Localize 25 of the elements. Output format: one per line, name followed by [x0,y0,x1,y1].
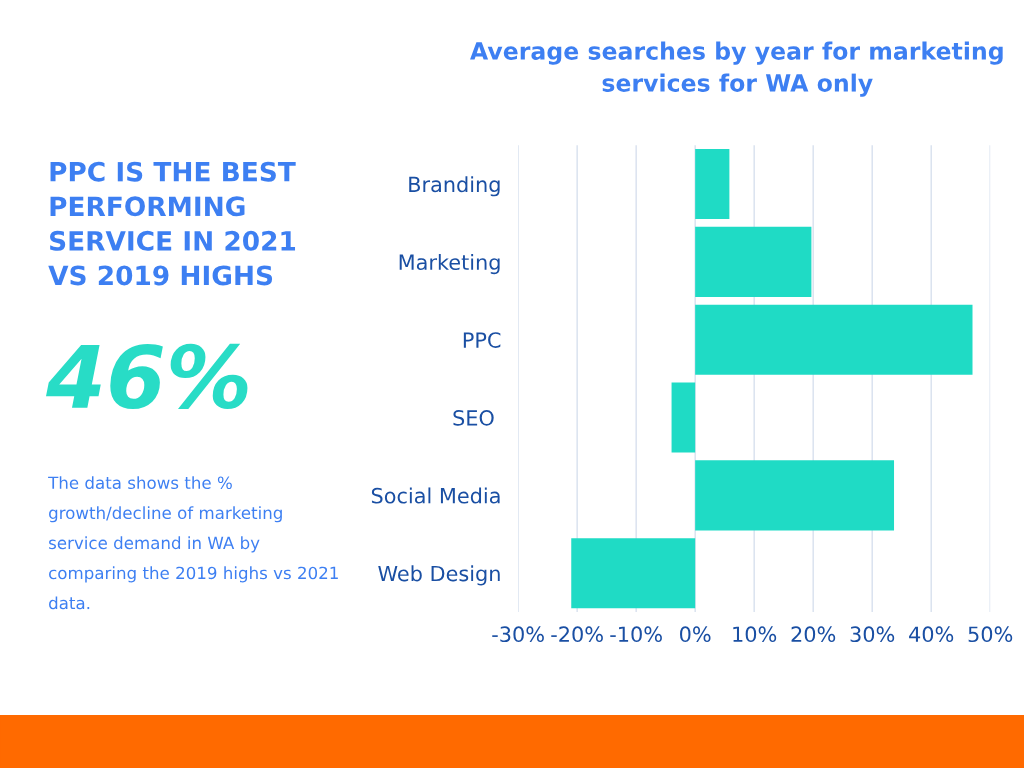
x-tick-label: -30% [492,626,544,643]
text: The data shows the % growth/decline of marketing service demand in WA by comparing the 2019 highs vs 2021 data. [48,476,338,610]
x-tick-label: -20% [551,626,603,643]
chart-title: Average searches by year for marketing services for WA only [470,41,1003,97]
x-tick-label: 30% [850,626,895,643]
y-tick-label: Marketing [399,253,500,275]
x-tick-label: -10% [610,626,662,643]
x-tick-label: 50% [968,626,1013,643]
bar [695,304,973,375]
y-tick-label: SEO [453,409,494,426]
x-tick-label: 40% [909,626,954,643]
y-tick-label: Social Media [371,487,500,504]
text: 46% [46,343,248,410]
text: PPC IS THE BEST PERFORMING SERVICE IN 2021 VS 2019 HIGHS [48,161,296,286]
bar [671,382,696,453]
bar [695,226,812,297]
y-tick-label: Branding [409,176,500,197]
x-tick-label: 0% [680,626,711,643]
y-tick-label: PPC [463,332,501,348]
bar [695,460,895,531]
y-tick-label: Web Design [378,565,500,586]
x-tick-label: 20% [791,626,836,643]
bar [571,538,696,609]
x-tick-label: 10% [733,626,777,643]
bar [695,149,730,220]
